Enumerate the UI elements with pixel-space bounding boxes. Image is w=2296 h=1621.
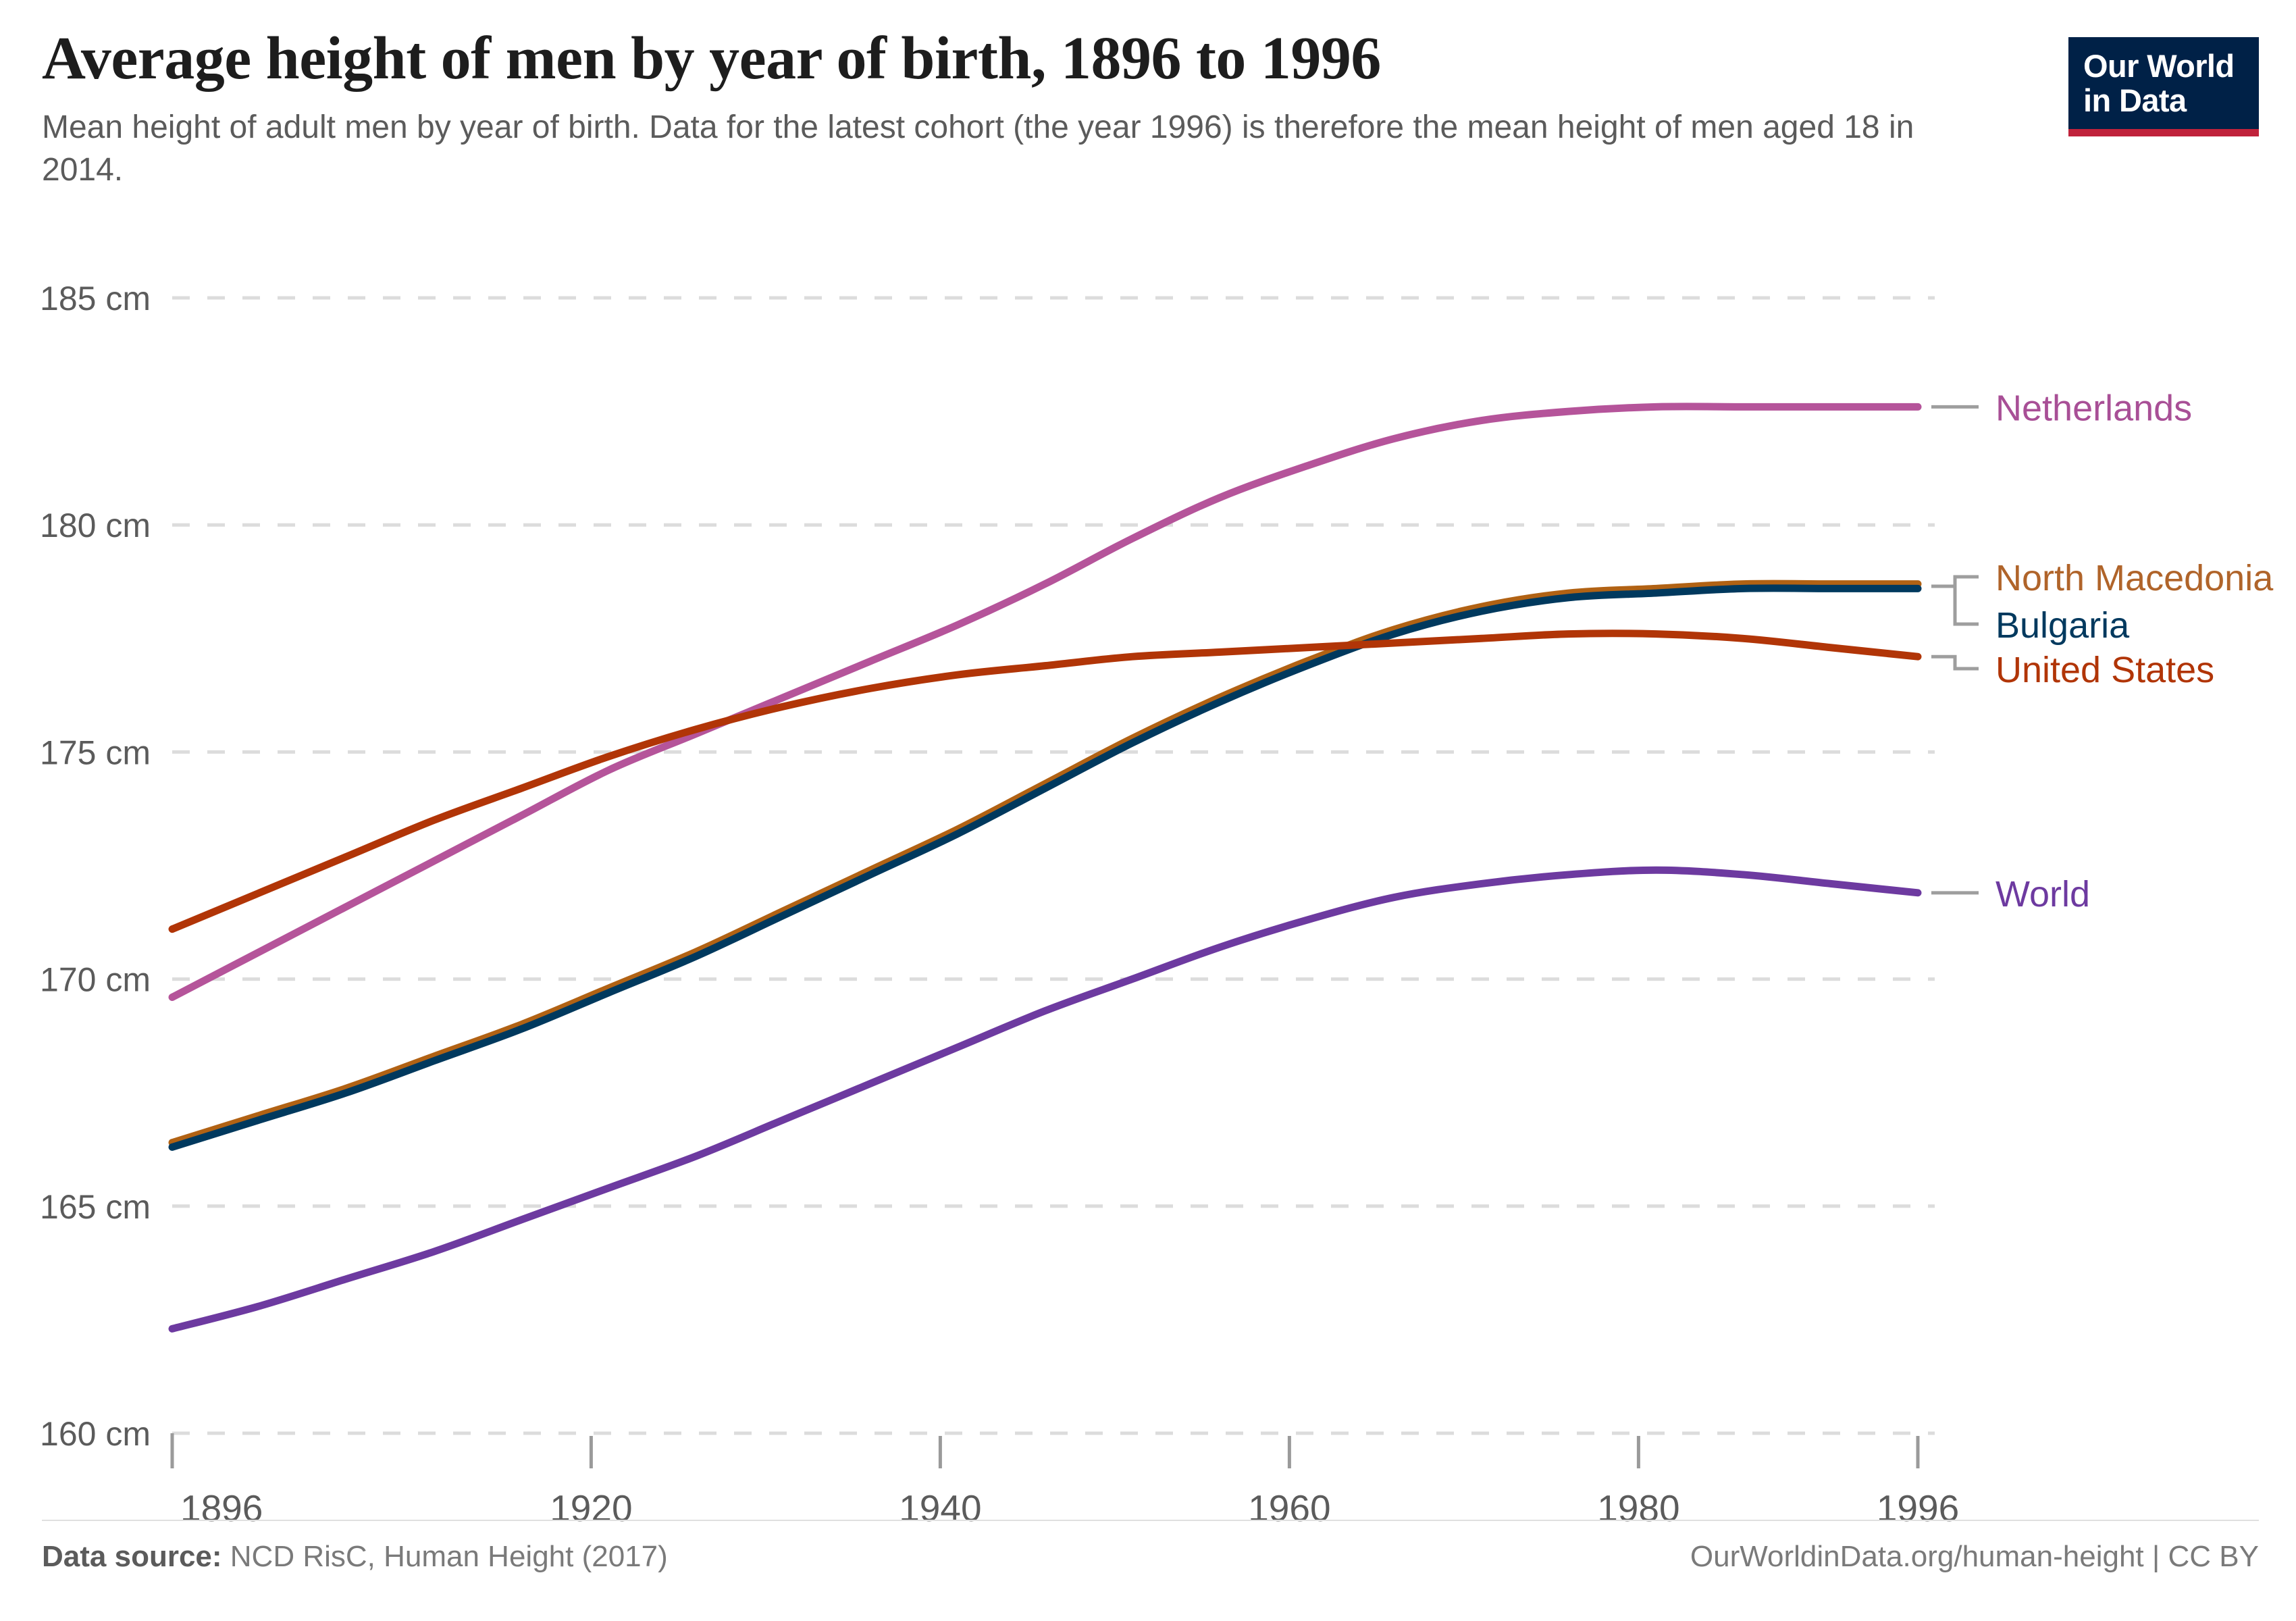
chart-subtitle: Mean height of adult men by year of birt… (42, 109, 1914, 188)
x-tick-label: 1980 (1597, 1487, 1679, 1529)
chart-footer: Data source: NCD RisC, Human Height (201… (42, 1540, 2259, 1587)
x-axis (170, 1433, 1920, 1468)
gridlines (172, 296, 1935, 1435)
y-tick-label: 160 cm (40, 1415, 151, 1453)
legend-label-united-states[interactable]: United States (1995, 650, 2214, 690)
series-line-bulgaria[interactable] (168, 584, 1922, 1151)
y-tick-label: 185 cm (40, 280, 151, 317)
series-lines[interactable] (168, 403, 1922, 1333)
data-source-label: Data source: (42, 1540, 222, 1573)
x-tick-label: 1960 (1248, 1487, 1330, 1529)
series-line-netherlands[interactable] (168, 403, 1922, 1001)
series-line-united-states[interactable] (168, 629, 1922, 933)
x-tick-label: 1996 (1877, 1487, 1959, 1529)
x-tick-label: 1920 (550, 1487, 632, 1529)
legend-label-world[interactable]: World (1995, 874, 2090, 915)
data-source: Data source: NCD RisC, Human Height (201… (42, 1540, 668, 1574)
y-tick-label: 165 cm (40, 1188, 151, 1226)
legend-label-north-macedonia[interactable]: North Macedonia (1995, 558, 2274, 598)
footer-divider (42, 1520, 2259, 1521)
legend-leader-bulgaria (1931, 584, 1979, 626)
logo-line-1: Our World (2083, 48, 2235, 84)
legend-label-bulgaria[interactable]: Bulgaria (1995, 605, 2130, 646)
y-tick-label: 180 cm (40, 507, 151, 544)
x-tick-label: 1940 (899, 1487, 981, 1529)
x-tick-label: 1896 (180, 1487, 263, 1529)
logo-line-2: in Data (2083, 82, 2187, 118)
series-line-north-macedonia[interactable] (168, 580, 1922, 1147)
y-axis-labels: 185 cm 180 cm 175 cm 170 cm 165 cm 160 cm (40, 280, 151, 1453)
chart-header: Average height of men by year of birth, … (42, 25, 2000, 191)
y-tick-label: 175 cm (40, 734, 151, 771)
series-legend[interactable]: Netherlands North Macedonia BulgariaUnited… (1931, 388, 2274, 915)
our-world-in-data-logo[interactable]: Our World in Data (2068, 37, 2259, 136)
y-tick-label: 170 cm (40, 961, 151, 999)
page-title: Average height of men by year of birth, … (42, 25, 1381, 92)
credit-link[interactable]: OurWorldinData.org/human-height | CC BY (1690, 1540, 2259, 1573)
x-axis-labels: 1896 1920 1940 1960 1980 1996 (180, 1487, 1959, 1529)
legend-leader-united-states (1931, 654, 1979, 671)
series-line-world[interactable] (168, 866, 1922, 1333)
data-source-value: NCD RisC, Human Height (2017) (230, 1540, 668, 1573)
legend-label-netherlands[interactable]: Netherlands (1995, 388, 2192, 428)
